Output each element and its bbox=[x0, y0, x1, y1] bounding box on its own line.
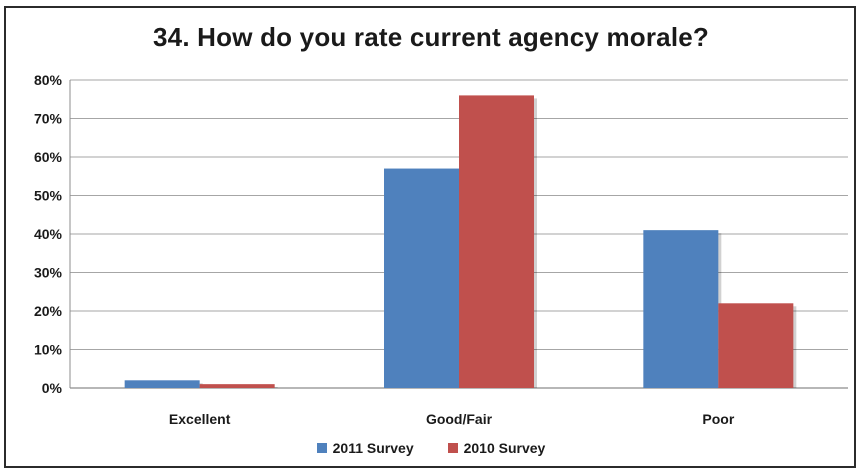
legend-label-2011: 2011 Survey bbox=[332, 440, 414, 456]
legend-label-2010: 2010 Survey bbox=[463, 440, 546, 456]
bar-2011-survey-poor bbox=[643, 230, 719, 388]
x-tick-label: Poor bbox=[702, 411, 734, 427]
legend: 2011 Survey 2010 Survey bbox=[0, 440, 862, 456]
legend-item-2010: 2010 Survey bbox=[447, 440, 546, 456]
bar-2011-survey-goodfair bbox=[384, 168, 459, 388]
x-axis-ticks: Excellent Good/Fair Poor bbox=[169, 411, 735, 427]
bar-2010-survey-poor bbox=[718, 303, 794, 388]
y-tick-label: 30% bbox=[34, 265, 63, 281]
y-axis-ticks: 0% 10% 20% 30% 40% 50% 60% 70% 80% bbox=[34, 72, 63, 396]
chart-title: 34. How do you rate current agency moral… bbox=[153, 22, 709, 52]
y-tick-label: 50% bbox=[34, 188, 63, 204]
legend-item-2011: 2011 Survey bbox=[316, 440, 414, 456]
legend-swatch-2011 bbox=[316, 443, 327, 453]
y-tick-label: 60% bbox=[34, 149, 63, 165]
bar-2010-survey-excellent bbox=[199, 384, 275, 388]
y-tick-label: 0% bbox=[42, 380, 63, 396]
y-tick-label: 20% bbox=[34, 303, 63, 319]
x-tick-label: Good/Fair bbox=[426, 411, 493, 427]
y-tick-label: 70% bbox=[34, 111, 63, 127]
legend-swatch-2010 bbox=[447, 443, 458, 453]
y-tick-label: 80% bbox=[34, 72, 63, 88]
x-tick-label: Excellent bbox=[169, 411, 231, 427]
bar-2011-survey-excellent bbox=[124, 380, 200, 388]
bars bbox=[124, 95, 797, 389]
y-tick-label: 40% bbox=[34, 226, 63, 242]
bar-2010-survey-goodfair bbox=[459, 95, 534, 389]
y-tick-label: 10% bbox=[34, 342, 63, 358]
